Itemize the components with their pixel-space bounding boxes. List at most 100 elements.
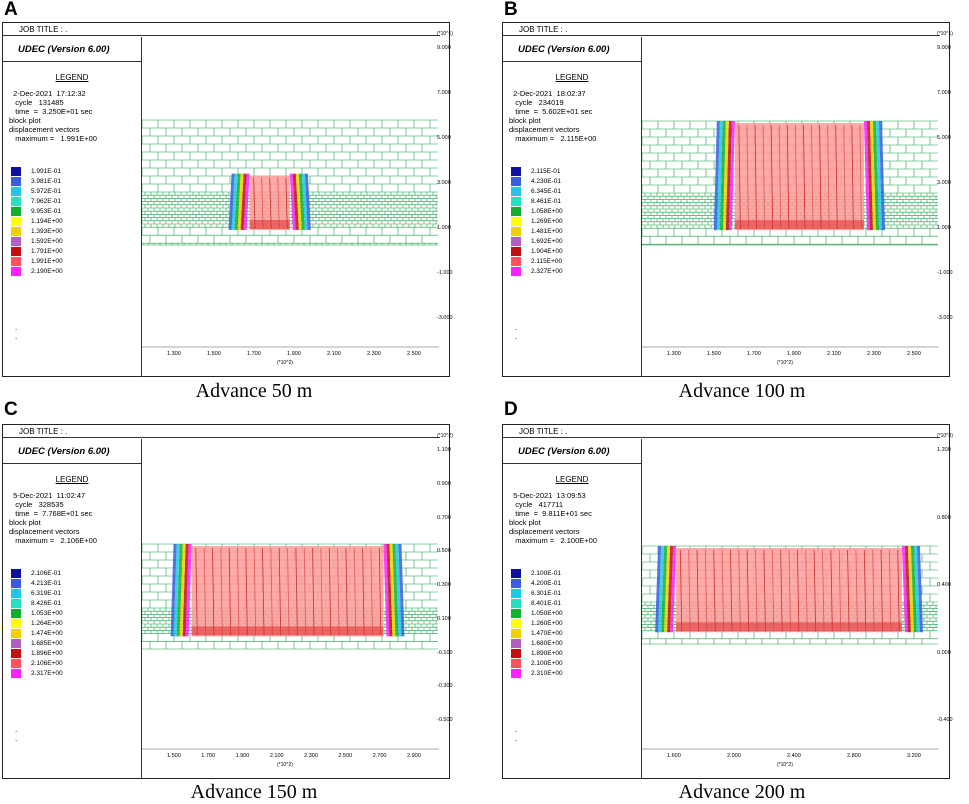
color-swatch bbox=[11, 266, 21, 276]
scale-value: 9.953E-01 bbox=[31, 207, 61, 215]
scale-entry: 1.050E+00 bbox=[511, 608, 563, 618]
y-axis: (*10^2) 1.100 0.900 0.700 0.500 0.300 0.100 -0.… bbox=[437, 433, 453, 779]
x-axis-unit: (*10^2) bbox=[277, 360, 293, 366]
color-swatch bbox=[511, 176, 521, 186]
legend-title: LEGEND bbox=[555, 475, 589, 484]
job-title: JOB TITLE : . bbox=[503, 425, 940, 438]
scale-entry: 1.991E-01 bbox=[11, 166, 63, 176]
color-swatch bbox=[511, 658, 521, 668]
y-tick-label: 0.300 bbox=[437, 582, 451, 588]
color-swatch bbox=[11, 618, 21, 628]
y-tick-label: 5.000 bbox=[437, 135, 451, 141]
scale-value: 6.301E-01 bbox=[531, 589, 561, 597]
scale-value: 2.310E+00 bbox=[531, 669, 563, 677]
color-swatch bbox=[511, 186, 521, 196]
scale-entry: 6.301E-01 bbox=[511, 588, 563, 598]
color-swatch bbox=[511, 618, 521, 628]
x-tick-label: 1.700 bbox=[247, 351, 261, 357]
color-swatch bbox=[11, 246, 21, 256]
x-axis-unit: (*10^2) bbox=[277, 762, 293, 768]
color-swatch bbox=[511, 598, 521, 608]
legend-column bbox=[3, 439, 142, 779]
scale-entry: 2.106E-01 bbox=[11, 568, 63, 578]
color-swatch bbox=[11, 176, 21, 186]
y-axis-unit: (*10^2) bbox=[437, 433, 453, 439]
model-plot bbox=[642, 439, 939, 779]
scale-entry: 1.890E+00 bbox=[511, 648, 563, 658]
x-tick-label: 1.900 bbox=[235, 753, 250, 759]
udec-panel-d: JOB TITLE : . UDEC (Version 6.00) LEGEND 5… bbox=[502, 424, 953, 779]
color-swatch bbox=[511, 236, 521, 246]
scale-entry: 1.592E+00 bbox=[11, 236, 63, 246]
scale-entry: 4.230E-01 bbox=[511, 176, 563, 186]
y-tick-label: 1.100 bbox=[437, 447, 451, 453]
legend-dots: . . bbox=[15, 323, 18, 341]
scale-value: 4.213E-01 bbox=[31, 579, 61, 587]
x-tick-label: 1.500 bbox=[207, 351, 221, 357]
color-swatch bbox=[11, 236, 21, 246]
model-plot bbox=[642, 37, 939, 377]
color-swatch bbox=[511, 608, 521, 618]
scale-entry: 1.264E+00 bbox=[11, 618, 63, 628]
panel-letter-a: A bbox=[4, 0, 18, 20]
scale-value: 1.692E+00 bbox=[531, 237, 563, 245]
color-swatch bbox=[511, 638, 521, 648]
color-swatch bbox=[511, 226, 521, 236]
y-tick-label: 5.000 bbox=[937, 135, 951, 141]
color-swatch bbox=[11, 256, 21, 266]
scale-value: 7.962E-01 bbox=[31, 197, 61, 205]
udec-version-title: UDEC (Version 6.00) bbox=[503, 37, 641, 62]
scale-value: 1.991E-01 bbox=[31, 167, 61, 175]
color-scale: 1.991E-01 3.981E-01 5.972E-01 7.962E-01 9.95… bbox=[11, 166, 63, 276]
x-tick-label: 2.000 bbox=[727, 753, 741, 759]
scale-value: 2.100E-01 bbox=[531, 569, 561, 577]
block-model-svg bbox=[642, 120, 939, 348]
scale-entry: 6.345E-01 bbox=[511, 186, 563, 196]
scale-value: 1.053E+00 bbox=[31, 609, 63, 617]
color-swatch bbox=[511, 266, 521, 276]
color-swatch bbox=[11, 226, 21, 236]
job-title: JOB TITLE : . bbox=[503, 23, 940, 36]
scale-value: 5.972E-01 bbox=[31, 187, 61, 195]
x-tick-label: 2.500 bbox=[338, 753, 353, 759]
color-swatch bbox=[511, 568, 521, 578]
scale-value: 1.592E+00 bbox=[31, 237, 63, 245]
scale-value: 4.200E-01 bbox=[531, 579, 561, 587]
x-tick-label: 2.100 bbox=[827, 351, 841, 357]
legend-column bbox=[3, 37, 142, 377]
legend-title: LEGEND bbox=[555, 73, 589, 82]
scale-value: 1.050E+00 bbox=[531, 609, 563, 617]
scale-value: 2.327E+00 bbox=[531, 267, 563, 275]
color-swatch bbox=[11, 628, 21, 638]
color-scale: 2.115E-01 4.230E-01 6.345E-01 8.461E-01 1.05… bbox=[511, 166, 563, 276]
scale-value: 1.685E+00 bbox=[31, 639, 63, 647]
displacement-zone bbox=[655, 546, 923, 633]
x-tick-label: 2.700 bbox=[372, 753, 387, 759]
y-tick-label: 0.700 bbox=[437, 514, 451, 521]
scale-value: 2.190E+00 bbox=[31, 267, 63, 275]
scale-entry: 1.393E+00 bbox=[11, 226, 63, 236]
color-swatch bbox=[11, 578, 21, 588]
color-swatch bbox=[511, 648, 521, 658]
job-title: JOB TITLE : . bbox=[3, 23, 440, 36]
block-model-svg bbox=[142, 119, 439, 348]
caption-a: Advance 50 m bbox=[195, 380, 313, 402]
udec-panel-a: JOB TITLE : . UDEC (Version 6.00) LEGEND 2… bbox=[2, 22, 453, 377]
scale-value: 1.904E+00 bbox=[531, 247, 563, 255]
model-plot bbox=[142, 439, 439, 779]
y-tick-label: 0.800 bbox=[937, 514, 951, 521]
y-tick-label: -1.000 bbox=[437, 270, 453, 276]
scale-value: 1.260E+00 bbox=[531, 619, 563, 627]
color-swatch bbox=[11, 196, 21, 206]
y-tick-label: 1.200 bbox=[937, 447, 951, 453]
x-tick-label: 1.500 bbox=[167, 753, 181, 759]
udec-panel-b: JOB TITLE : . UDEC (Version 6.00) LEGEND 2… bbox=[502, 22, 953, 377]
scale-entry: 4.200E-01 bbox=[511, 578, 563, 588]
scale-value: 8.401E-01 bbox=[531, 599, 561, 607]
scale-entry: 1.896E+00 bbox=[11, 648, 63, 658]
scale-entry: 1.692E+00 bbox=[511, 236, 563, 246]
x-tick-label: 2.500 bbox=[407, 351, 421, 357]
color-scale: 2.100E-01 4.200E-01 6.301E-01 8.401E-01 1.05… bbox=[511, 568, 563, 678]
model-plot bbox=[142, 37, 439, 377]
x-axis-unit: (*10^2) bbox=[777, 360, 793, 366]
